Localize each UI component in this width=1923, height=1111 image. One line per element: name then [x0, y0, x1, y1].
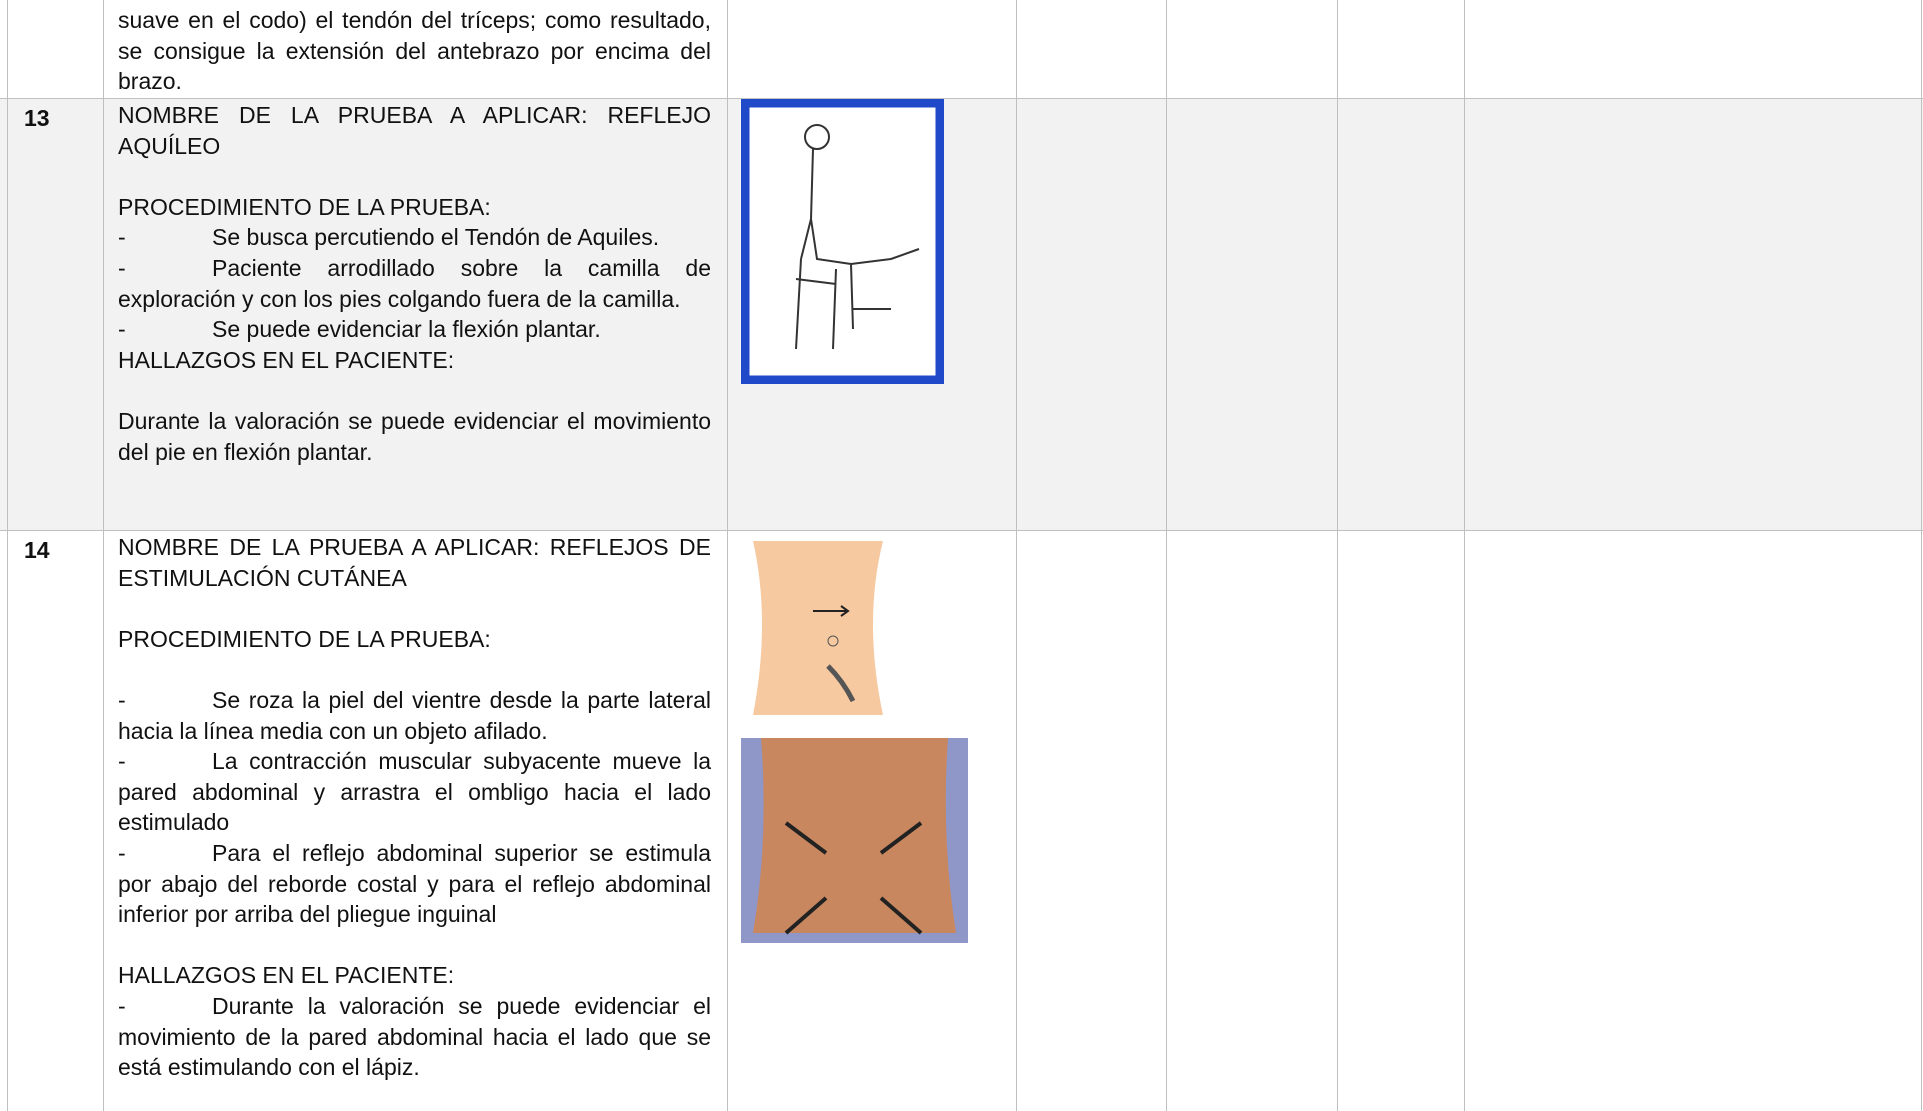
list-marker: -: [118, 316, 126, 343]
list-marker: -: [118, 224, 126, 251]
column-line: [1921, 0, 1922, 1111]
table-row: 14 NOMBRE DE LA PRUEBA A APLICAR: REFLEJ…: [0, 530, 1923, 1111]
column-line: [1016, 0, 1017, 1111]
column-line: [103, 0, 104, 1111]
list-text: La contracción muscular subyacente mueve…: [118, 748, 711, 836]
column-line: [7, 0, 8, 1111]
list-item: - Durante la valoración se puede evidenci…: [118, 991, 711, 1083]
list-item: - Paciente arrodillado sobre la camilla d…: [118, 253, 711, 314]
illustration: [753, 541, 883, 715]
list-marker: -: [118, 839, 126, 866]
list-marker: -: [118, 992, 126, 1019]
list-item: - Se puede evidenciar la flexión plantar.: [118, 314, 711, 345]
row-number: 13: [24, 105, 50, 131]
column-line: [1166, 0, 1167, 1111]
table-row: 13 NOMBRE DE LA PRUEBA A APLICAR: REFLEJ…: [0, 98, 1923, 530]
list-text: Durante la valoración se puede evidencia…: [118, 992, 711, 1081]
test-name: NOMBRE DE LA PRUEBA A APLICAR: REFLEJOS …: [118, 534, 711, 591]
list-text: Se puede evidenciar la flexión plantar.: [212, 316, 601, 343]
list-text: Se busca percutiendo el Tendón de Aquile…: [212, 224, 660, 251]
procedure-list: - Se busca percutiendo el Tendón de Aquil…: [118, 222, 711, 344]
cell-text: suave en el codo) el tendón del tríceps;…: [118, 5, 711, 97]
section-title: PROCEDIMIENTO DE LA PRUEBA:: [118, 193, 491, 220]
list-item: - Se roza la piel del vientre desde la pa…: [118, 685, 711, 746]
cell-text: NOMBRE DE LA PRUEBA A APLICAR: REFLEJOS …: [118, 532, 711, 1083]
section-title: PROCEDIMIENTO DE LA PRUEBA:: [118, 625, 491, 652]
list-item: - Para el reflejo abdominal superior se e…: [118, 838, 711, 930]
list-marker: -: [118, 254, 126, 281]
findings-list: - Durante la valoración se puede evidenci…: [118, 991, 711, 1083]
paragraph: Durante la valoración se puede evidencia…: [118, 407, 711, 465]
list-text: Se roza la piel del vientre desde la par…: [118, 686, 711, 744]
list-marker: -: [118, 748, 126, 775]
list-item: - La contracción muscular subyacente muev…: [118, 746, 711, 838]
list-marker: -: [118, 686, 126, 713]
illustration: [741, 99, 944, 384]
list-item: - Se busca percutiendo el Tendón de Aquil…: [118, 222, 711, 253]
list-text: Para el reflejo abdominal superior se es…: [118, 839, 711, 928]
column-line: [727, 0, 728, 1111]
column-line: [1337, 0, 1338, 1111]
column-line: [1464, 0, 1465, 1111]
row-number: 14: [24, 537, 50, 563]
section-title: HALLAZGOS EN EL PACIENTE:: [118, 962, 455, 989]
illustration: [741, 738, 968, 943]
list-text: Paciente arrodillado sobre la camilla de…: [118, 254, 711, 312]
procedure-list: - Se roza la piel del vientre desde la pa…: [118, 685, 711, 930]
section-title: HALLAZGOS EN EL PACIENTE:: [118, 346, 455, 373]
test-name: NOMBRE DE LA PRUEBA A APLICAR: REFLEJO A…: [118, 102, 711, 159]
table-row: suave en el codo) el tendón del tríceps;…: [0, 0, 1923, 98]
cell-text: NOMBRE DE LA PRUEBA A APLICAR: REFLEJO A…: [118, 100, 711, 467]
paragraph: suave en el codo) el tendón del tríceps;…: [118, 7, 711, 95]
